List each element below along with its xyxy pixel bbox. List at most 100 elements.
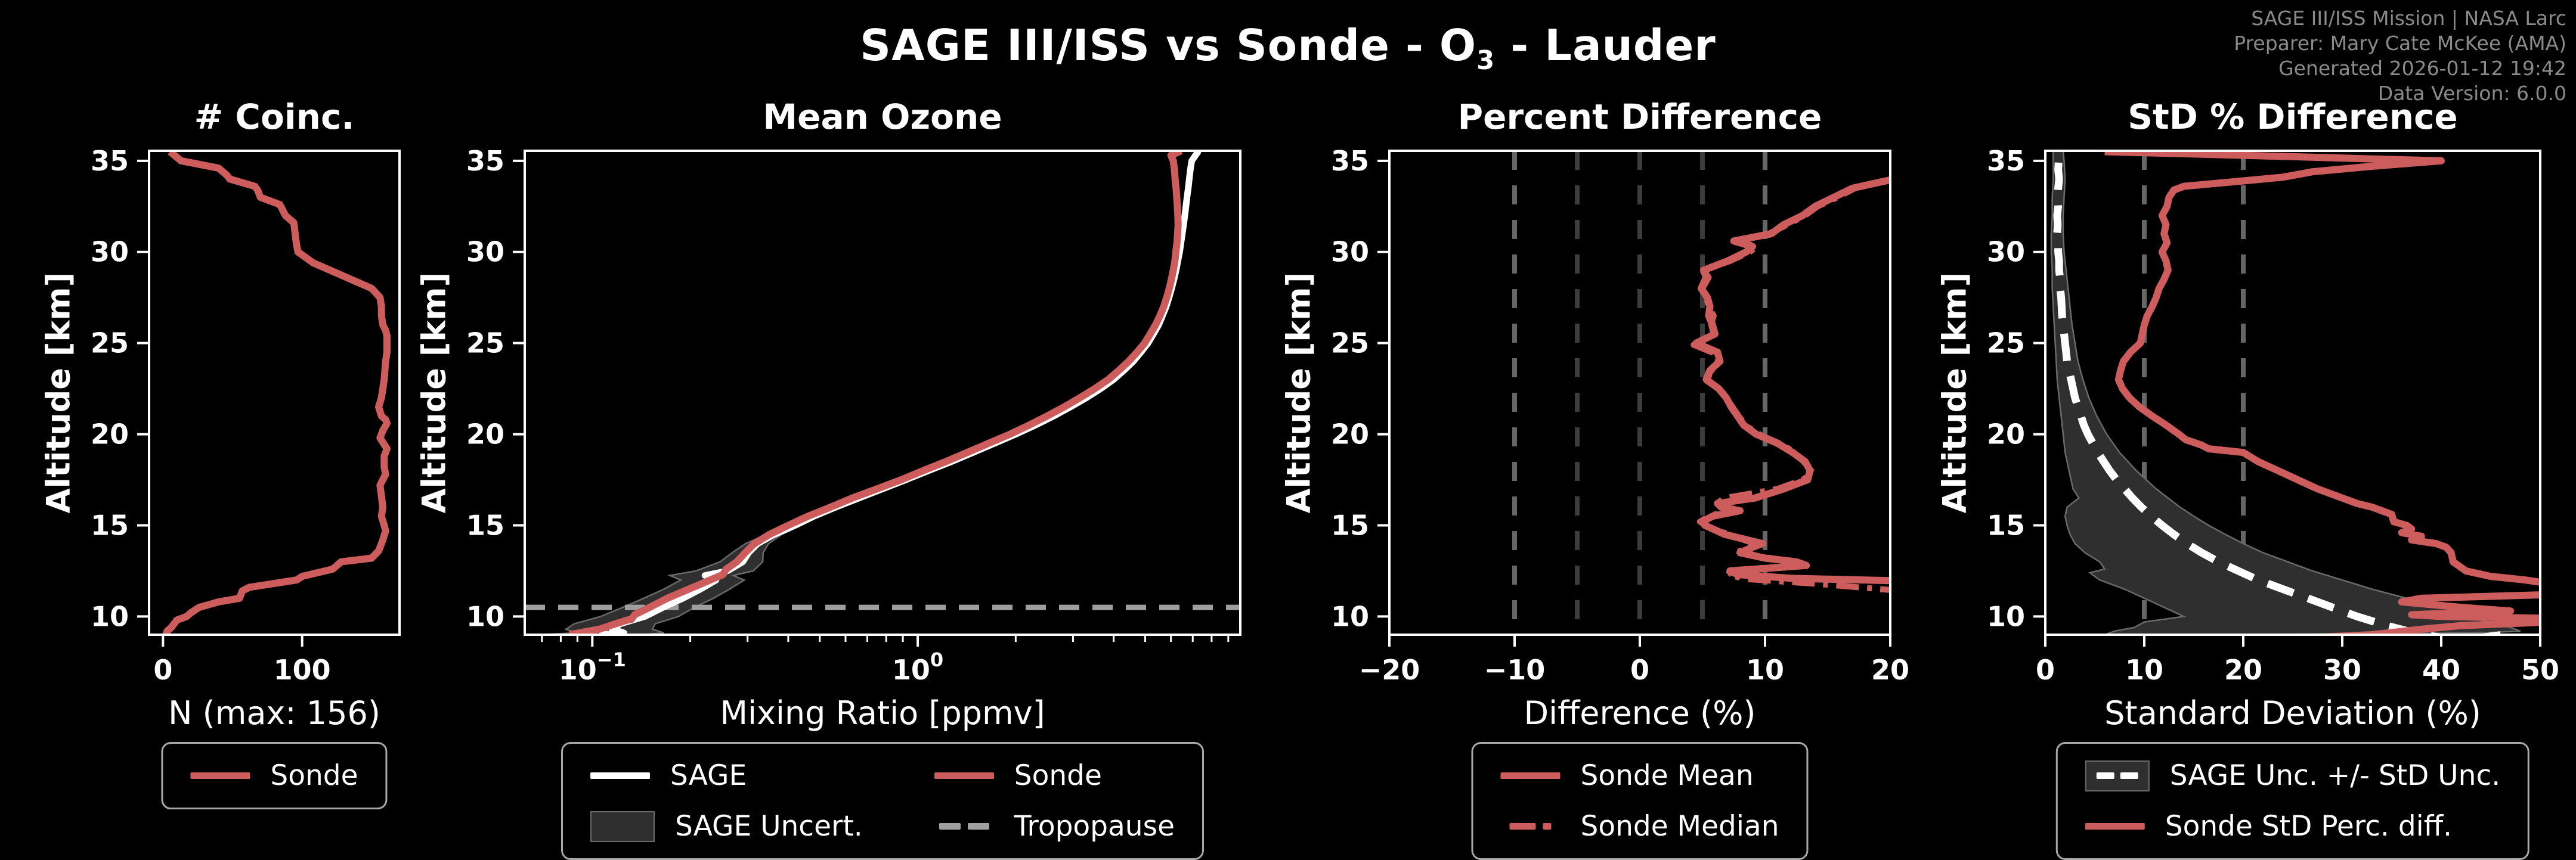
info-line-version: Data Version: 6.0.0 (2377, 82, 2566, 105)
legend-swatch-line (190, 772, 250, 779)
legend-label: Sonde Mean (1580, 759, 1754, 792)
x-tick-label: 10 (1746, 654, 1784, 686)
legend-swatch-patch (2085, 760, 2150, 791)
y-tick-label: 35 (1331, 145, 1369, 177)
legend-label: Sonde (270, 759, 358, 792)
legend-item-sonde-median: Sonde Median (1500, 810, 1779, 843)
legend-label: Tropopause (1014, 810, 1175, 843)
legend-percent-diff: Sonde Mean Sonde Median (1471, 742, 1809, 860)
legend-mean-ozone: SAGE Sonde SAGE Uncert. Tropopause (561, 742, 1204, 860)
panel-title-percent-diff: Percent Difference (1457, 97, 1822, 137)
x-axis-label-mean-ozone: Mixing Ratio [ppmv] (720, 694, 1045, 732)
mean-ozone-frame (524, 150, 1241, 636)
y-tick-label: 35 (466, 145, 504, 177)
y-tick-label: 30 (466, 236, 504, 268)
y-tick-label: 10 (1987, 600, 2025, 632)
legend-label: SAGE Unc. +/- StD Unc. (2169, 759, 2501, 792)
y-tick-label: 10 (466, 600, 504, 632)
x-tick-label: 10 (2125, 654, 2163, 686)
band-std-unc-band (2050, 151, 2521, 635)
swatch-segment (1509, 823, 1536, 830)
x-tick-label: 30 (2323, 654, 2361, 686)
x-tick-label: 100 (274, 654, 331, 686)
x-tick-label: 0 (2036, 654, 2055, 686)
series-sonde-median (1690, 177, 1890, 593)
x-axis-label-coinc: N (max: 156) (168, 694, 380, 732)
y-tick-label: 10 (1331, 600, 1369, 632)
y-axis-label-mean-ozone: Altitude [km] (415, 272, 453, 514)
y-axis-label-std-diff: Altitude [km] (1936, 272, 1974, 514)
legend-std-diff: SAGE Unc. +/- StD Unc. Sonde StD Perc. di… (2055, 742, 2530, 860)
y-tick-label: 15 (1331, 509, 1369, 541)
swatch-segment (2085, 823, 2145, 830)
series-sonde-mean (1692, 176, 1890, 585)
info-line-preparer: Preparer: Mary Cate McKee (AMA) (2234, 32, 2566, 55)
y-tick-label: 20 (466, 418, 504, 451)
panel-title-std-diff: StD % Difference (2128, 97, 2458, 137)
legend-coinc: Sonde (161, 742, 388, 809)
legend-label: Sonde Median (1580, 810, 1779, 843)
y-tick-label: 35 (91, 145, 129, 177)
y-axis-label-percent-diff: Altitude [km] (1280, 272, 1318, 514)
x-axis-label-percent-diff: Difference (%) (1524, 694, 1756, 732)
legend-swatch-patch (590, 811, 655, 842)
y-tick-label: 25 (1331, 327, 1369, 359)
legend-swatch-line (2085, 823, 2145, 830)
std-diff-frame (2044, 150, 2541, 636)
mean-ozone-plot: 10−1 100 10 15 20 25 30 35 (466, 145, 1241, 686)
x-tick-label: 0 (1630, 654, 1649, 686)
legend-item-sage: SAGE (590, 759, 863, 792)
panel-title-mean-ozone: Mean Ozone (763, 97, 1002, 137)
y-tick-label: 15 (91, 509, 129, 541)
x-tick-label: 100 (892, 648, 943, 686)
legend-label: Sonde (1014, 759, 1102, 792)
figure-title-suffix: - Lauder (1495, 20, 1716, 70)
coinc-plot: 0 100 10 15 20 25 30 35 (91, 145, 401, 686)
legend-item-sonde: Sonde (934, 759, 1175, 792)
y-tick-label: 20 (1331, 418, 1369, 451)
legend-label: SAGE Uncert. (675, 810, 863, 843)
swatch-segment (190, 772, 250, 779)
coinc-frame (148, 150, 401, 636)
y-tick-label: 30 (91, 236, 129, 268)
x-tick-label: 50 (2521, 654, 2559, 686)
legend-swatch-line (1500, 823, 1560, 830)
x-tick-label: −10 (1484, 654, 1546, 686)
figure-title: SAGE III/ISS vs Sonde - O3 - Lauder (0, 20, 2576, 76)
legend-label: SAGE (670, 759, 747, 792)
series-sonde (162, 151, 391, 635)
x-axis-label-std-diff: Standard Deviation (%) (2104, 694, 2481, 732)
series-sonde (568, 151, 1183, 635)
legend-item-tropopause: Tropopause (934, 810, 1175, 843)
y-tick-label: 35 (1987, 145, 2025, 177)
y-axis-label-coinc: Altitude [km] (39, 272, 78, 514)
figure-info-block: SAGE III/ISS Mission | NASA Larc Prepare… (2234, 6, 2566, 106)
legend-swatch-line (590, 772, 650, 779)
series-sage-unc-std-unc- (2053, 151, 2501, 635)
legend-item-sage-unc-std-unc-: SAGE Unc. +/- StD Unc. (2085, 759, 2500, 792)
legend-item-sonde: Sonde (190, 759, 358, 792)
y-tick-label: 15 (1987, 509, 2025, 541)
legend-item-sage-uncert-: SAGE Uncert. (590, 810, 863, 843)
y-tick-label: 20 (1987, 418, 2025, 451)
figure-title-subscript: 3 (1476, 46, 1496, 76)
x-tick-label: 20 (2224, 654, 2262, 686)
figure-title-prefix: SAGE III/ISS vs Sonde - O (860, 20, 1477, 70)
y-tick-label: 25 (1987, 327, 2025, 359)
x-tick-label: 10−1 (559, 648, 626, 686)
std-diff-plot: 0 10 20 30 40 50 10 15 20 25 30 35 (1987, 145, 2559, 686)
swatch-segment (1543, 823, 1552, 830)
series-sonde-std-perc-diff- (2104, 151, 2540, 635)
y-tick-label: 30 (1987, 236, 2025, 268)
legend-item-sonde-std-perc-diff-: Sonde StD Perc. diff. (2085, 810, 2500, 843)
swatch-segment (590, 772, 650, 779)
x-tick-label: 40 (2422, 654, 2460, 686)
legend-swatch-line (934, 772, 994, 779)
swatch-segment (934, 772, 994, 779)
swatch-segment (967, 823, 989, 830)
series-sage (599, 151, 1202, 635)
y-tick-label: 10 (91, 600, 129, 632)
y-tick-label: 15 (466, 509, 504, 541)
panel-title-coinc: # Coinc. (194, 97, 355, 137)
info-line-generated: Generated 2026-01-12 19:42 (2278, 57, 2566, 80)
